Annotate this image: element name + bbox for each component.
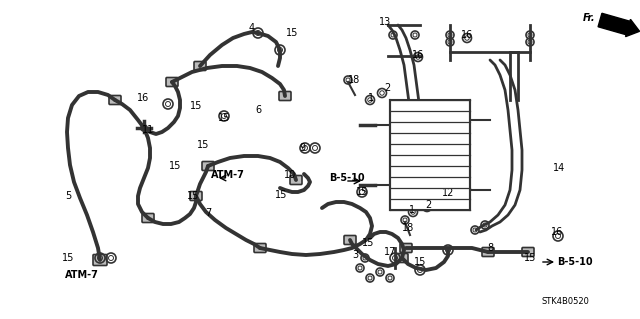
Text: 15: 15 (187, 191, 199, 201)
FancyBboxPatch shape (142, 213, 154, 222)
Text: 15: 15 (356, 187, 368, 197)
Text: 12: 12 (442, 188, 454, 198)
Text: 10: 10 (284, 170, 296, 180)
Text: 18: 18 (402, 223, 414, 233)
Text: 17: 17 (384, 247, 396, 257)
Text: ATM-7: ATM-7 (65, 270, 99, 280)
Text: 1: 1 (368, 93, 374, 103)
FancyBboxPatch shape (522, 248, 534, 256)
Text: 15: 15 (218, 113, 230, 123)
FancyBboxPatch shape (400, 243, 412, 253)
Text: 6: 6 (255, 105, 261, 115)
Text: 11: 11 (142, 125, 154, 135)
Text: 16: 16 (551, 227, 563, 237)
Text: 8: 8 (487, 243, 493, 253)
Text: Fr.: Fr. (582, 13, 595, 23)
Text: 16: 16 (461, 30, 473, 40)
FancyBboxPatch shape (279, 92, 291, 100)
Text: 5: 5 (65, 191, 71, 201)
Text: 15: 15 (524, 253, 536, 263)
Text: 15: 15 (275, 190, 287, 200)
FancyBboxPatch shape (190, 191, 202, 201)
Text: 9: 9 (299, 143, 305, 153)
FancyBboxPatch shape (254, 243, 266, 253)
Text: 15: 15 (197, 140, 209, 150)
Text: B-5-10: B-5-10 (329, 173, 365, 183)
Text: 15: 15 (286, 28, 298, 38)
FancyArrow shape (598, 13, 639, 37)
Text: 7: 7 (205, 208, 211, 218)
Text: 15: 15 (190, 101, 202, 111)
FancyBboxPatch shape (166, 78, 178, 86)
Text: 4: 4 (249, 23, 255, 33)
Text: 16: 16 (137, 93, 149, 103)
FancyBboxPatch shape (93, 255, 107, 265)
Bar (390, 100, 470, 210)
Text: 2: 2 (384, 83, 390, 93)
FancyBboxPatch shape (482, 248, 494, 256)
Text: 13: 13 (379, 17, 391, 27)
Text: 15: 15 (362, 238, 374, 248)
FancyBboxPatch shape (396, 254, 408, 263)
Text: 15: 15 (169, 161, 181, 171)
FancyBboxPatch shape (290, 175, 302, 184)
Text: ATM-7: ATM-7 (211, 170, 245, 180)
Text: 3: 3 (352, 250, 358, 260)
FancyBboxPatch shape (194, 62, 206, 70)
Text: 1: 1 (409, 205, 415, 215)
FancyBboxPatch shape (202, 161, 214, 170)
Text: 15: 15 (414, 257, 426, 267)
Text: 2: 2 (425, 200, 431, 210)
Text: 16: 16 (412, 50, 424, 60)
Text: STK4B0520: STK4B0520 (541, 298, 589, 307)
Text: 15: 15 (62, 253, 74, 263)
FancyBboxPatch shape (344, 235, 356, 244)
FancyBboxPatch shape (109, 95, 121, 105)
Text: B-5-10: B-5-10 (557, 257, 593, 267)
Text: 14: 14 (553, 163, 565, 173)
Text: 18: 18 (348, 75, 360, 85)
